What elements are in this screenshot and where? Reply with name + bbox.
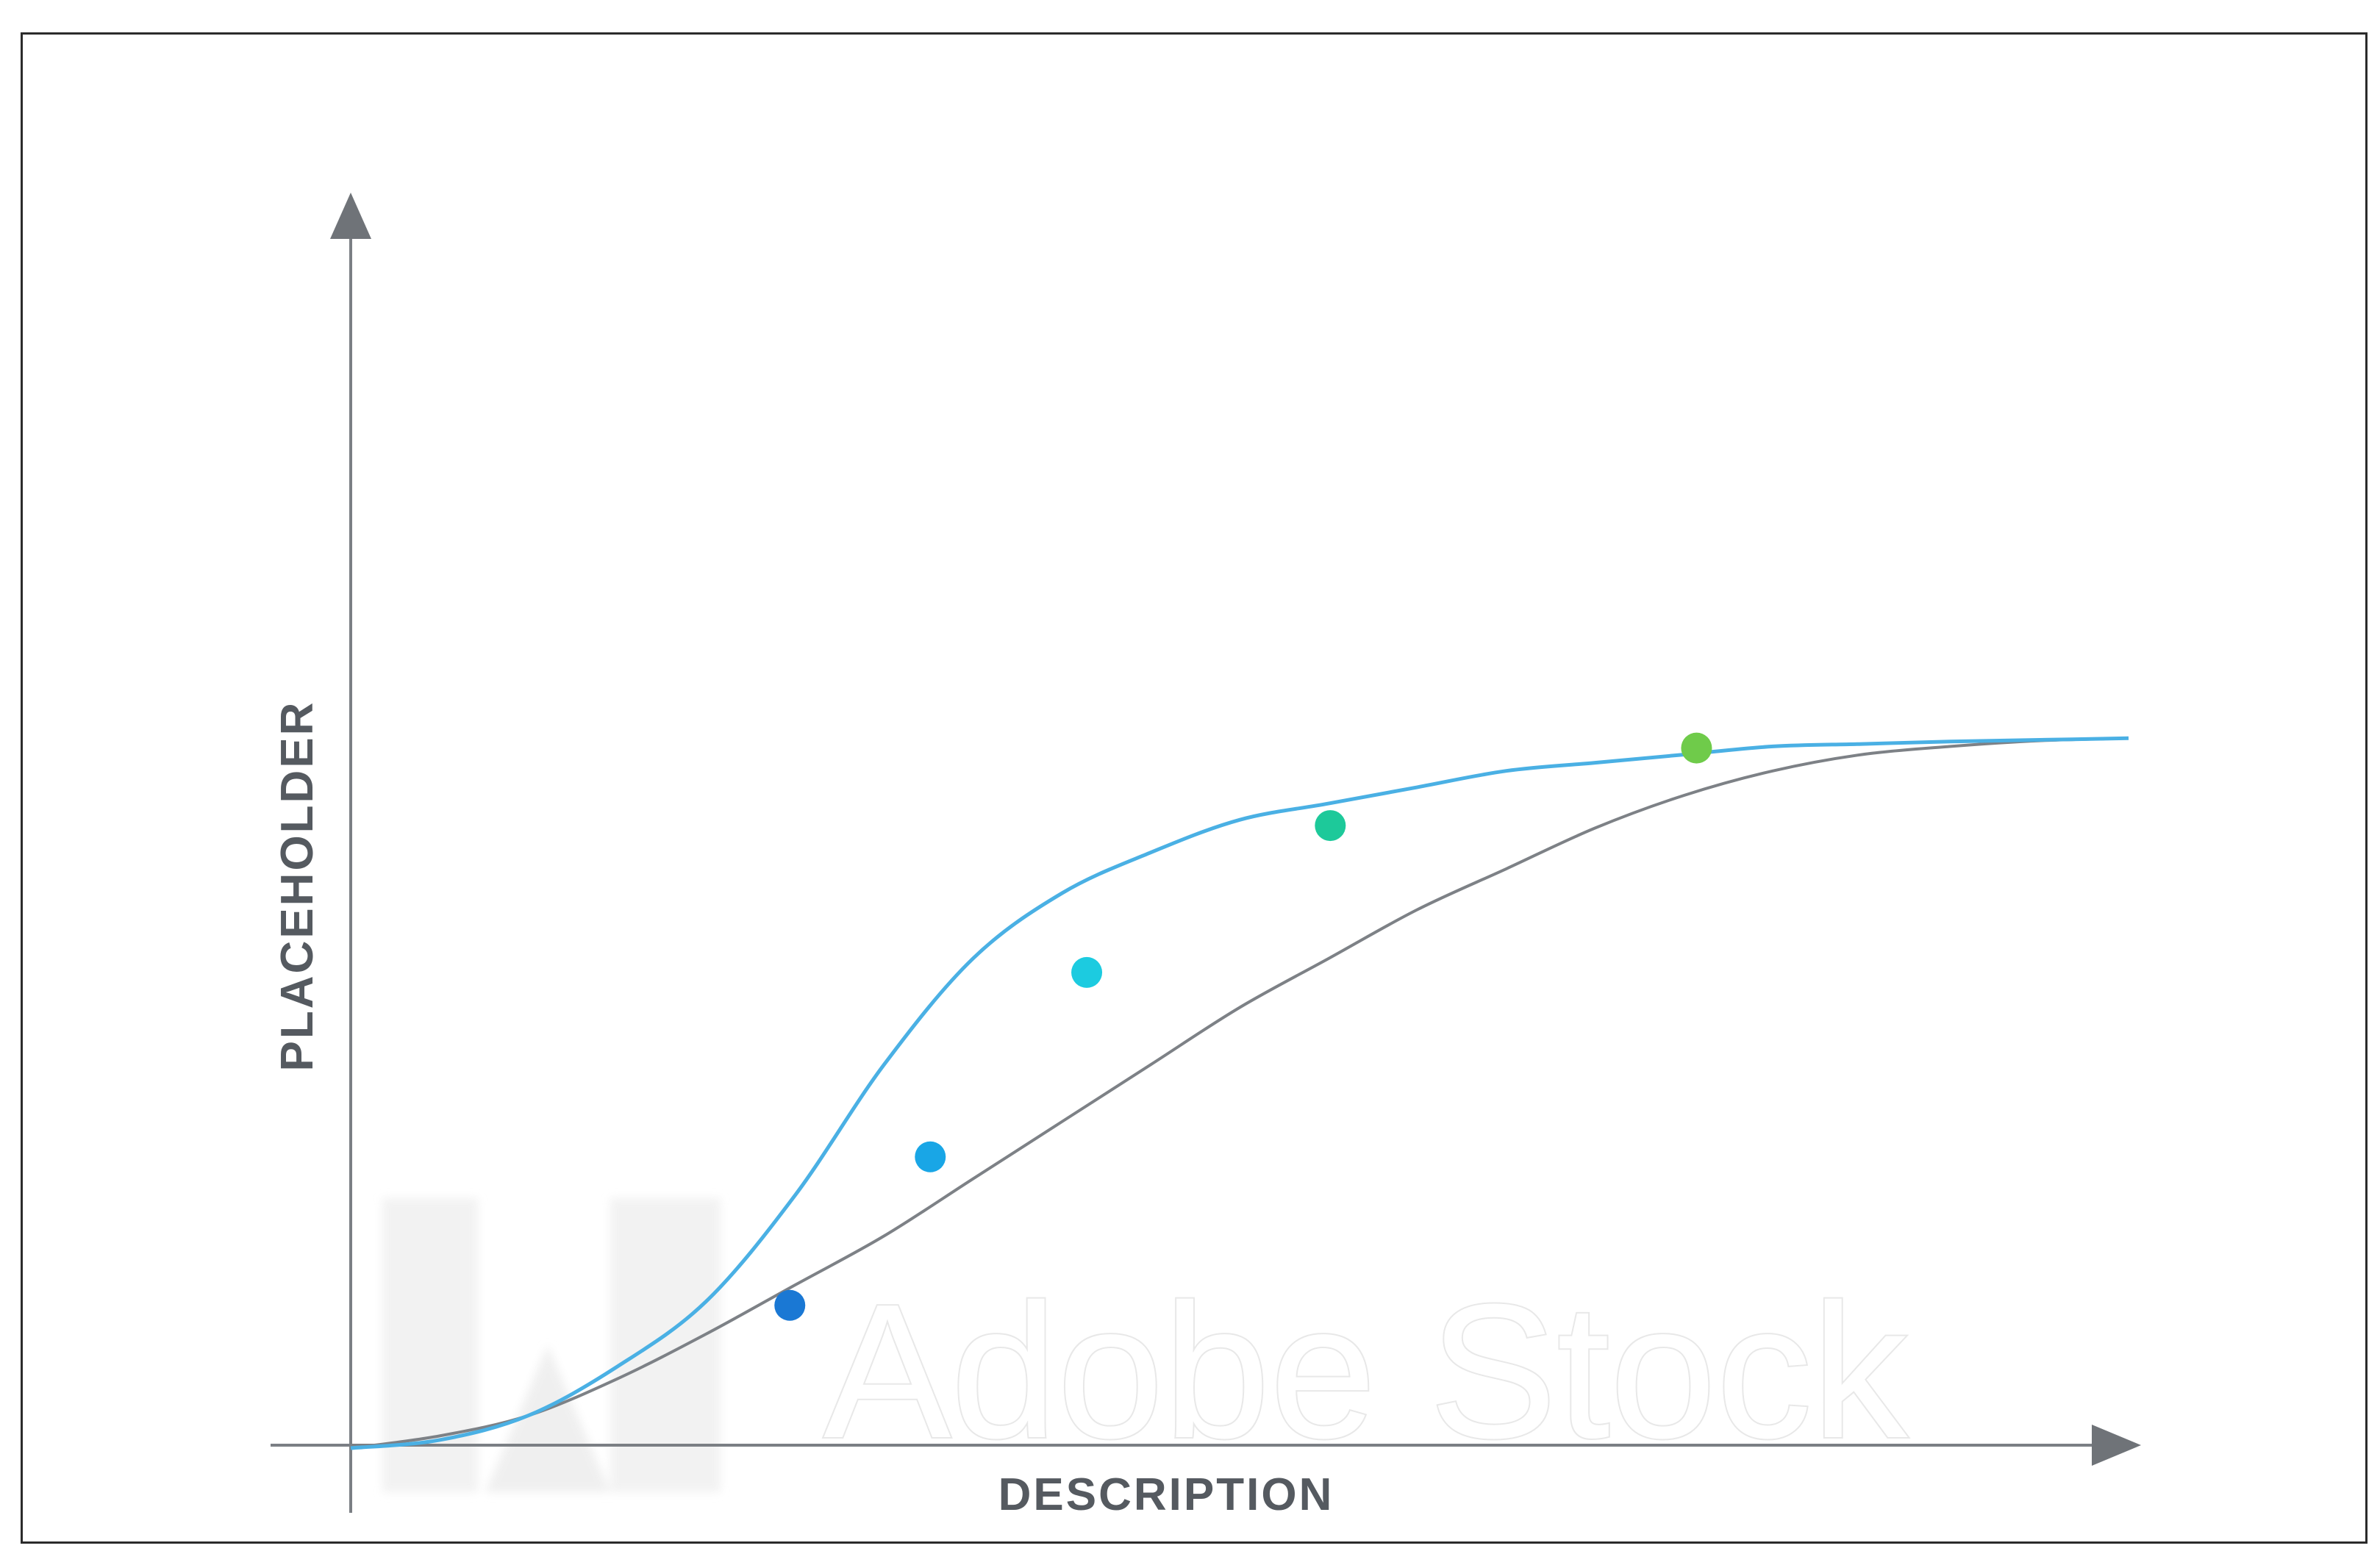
y-axis-arrow-icon [330, 193, 371, 239]
y-axis-label: PLACEHOLDER [272, 701, 323, 1072]
series-layer [350, 736, 2129, 1450]
series-line-blue [350, 736, 2129, 1450]
data-point-marker-3 [1071, 956, 1103, 988]
data-point-marker-4 [1315, 810, 1346, 842]
series-line-grey [350, 737, 2129, 1450]
watermark: Adobe Stock [382, 1198, 1912, 1492]
adobe-logo-icon [382, 1198, 721, 1492]
data-point-marker-1 [774, 1289, 806, 1321]
x-axis-arrow-icon [2092, 1425, 2141, 1466]
data-point-marker-2 [915, 1141, 946, 1172]
x-axis-label: DESCRIPTION [998, 1469, 1334, 1520]
axes [271, 193, 2141, 1513]
data-point-marker-5 [1681, 732, 1712, 764]
marker-layer [774, 732, 1712, 1321]
